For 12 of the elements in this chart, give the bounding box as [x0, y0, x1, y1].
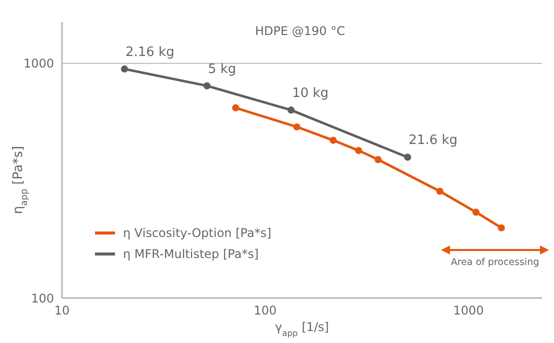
- annotation: 5 kg: [208, 62, 236, 77]
- annotation: 2.16 kg: [125, 44, 174, 60]
- x-tick-label: 100: [254, 304, 277, 318]
- x-axis-title: γ$_{app}$ [1/s]: [275, 320, 329, 338]
- legend-label: η Viscosity-Option [Pa*s]: [123, 226, 272, 240]
- legend-label: η MFR-Multistep [Pa*s]: [123, 246, 259, 260]
- annotation: 10 kg: [292, 86, 329, 102]
- annotation: 21.6 kg: [408, 133, 458, 148]
- x-tick-label: 10: [54, 304, 70, 318]
- chart-title: HDPE @190 °C: [254, 24, 346, 38]
- annotation: Area of processing: [450, 257, 540, 268]
- x-tick-label: 1000: [453, 304, 484, 318]
